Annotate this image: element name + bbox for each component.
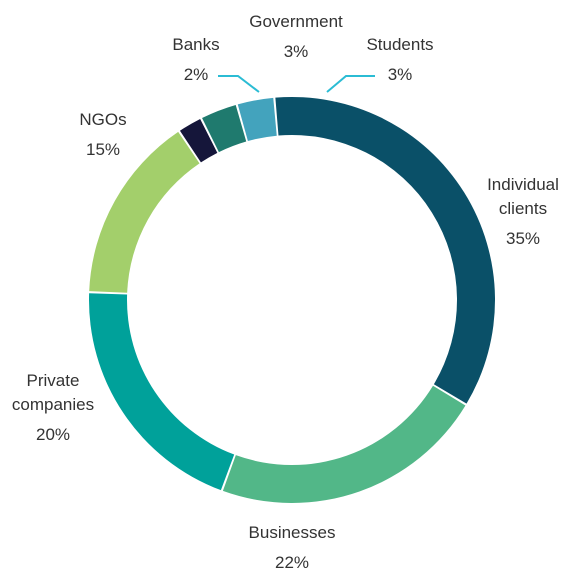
slice-private-companies <box>88 293 235 491</box>
label-line: NGOs <box>79 110 126 129</box>
label-line: Banks <box>172 35 219 54</box>
value-label-government: 3% <box>284 42 309 61</box>
label-line: Individual <box>487 175 559 194</box>
value-label-ngos: 15% <box>86 140 120 159</box>
label-line: Students <box>366 35 433 54</box>
labels-group: Individual clients 35% Businesses 22% Private… <box>12 12 559 572</box>
value-label-banks: 2% <box>184 65 209 84</box>
label-banks: Banks 2% <box>172 35 219 84</box>
value-label-businesses: 22% <box>275 553 309 572</box>
value-label-individual-clients: 35% <box>506 229 540 248</box>
value-label-students: 3% <box>388 65 413 84</box>
slice-government <box>202 104 247 153</box>
leader-lines-group <box>218 75 375 93</box>
value-label-private-companies: 20% <box>36 425 70 444</box>
label-line: Private <box>27 371 80 390</box>
leader-line-students <box>326 75 375 93</box>
label-private-companies: Private companies 20% <box>12 371 94 444</box>
label-line: clients <box>499 199 547 218</box>
label-government: Government 3% <box>249 12 343 61</box>
slice-individual-clients <box>275 97 495 404</box>
label-line: Government <box>249 12 343 31</box>
label-line: companies <box>12 395 94 414</box>
slice-businesses <box>222 385 466 503</box>
label-ngos: NGOs 15% <box>79 110 126 159</box>
slice-students <box>237 97 277 142</box>
label-line: Businesses <box>249 523 336 542</box>
leader-line-banks <box>218 75 260 93</box>
label-individual-clients: Individual clients 35% <box>487 175 559 248</box>
label-businesses: Businesses 22% <box>249 523 336 572</box>
label-students: Students 3% <box>366 35 433 84</box>
slice-ngos <box>89 131 200 293</box>
slices-group <box>88 97 495 503</box>
slice-banks <box>179 118 218 163</box>
